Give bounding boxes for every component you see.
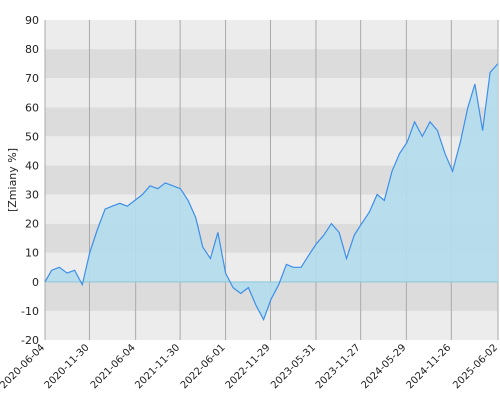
grid-band bbox=[45, 49, 498, 79]
y-tick-label: 0 bbox=[32, 276, 39, 289]
grid-band bbox=[45, 107, 498, 137]
y-tick-label: -20 bbox=[21, 334, 39, 347]
line bbox=[44, 63, 499, 322]
x-tick-label: 2022-11-29 bbox=[224, 342, 273, 391]
x-tick-label: 2021-06-04 bbox=[89, 342, 138, 391]
y-tick-label: 20 bbox=[25, 218, 39, 231]
x-tick-label: 2024-05-29 bbox=[360, 342, 409, 391]
x-tick-label: 2021-11-30 bbox=[133, 342, 182, 391]
grid-band bbox=[45, 310, 498, 340]
x-tick-label: 2023-11-27 bbox=[314, 342, 363, 391]
grid-band bbox=[45, 20, 498, 50]
y-axis-label: [Zmiany %] bbox=[6, 148, 19, 212]
y-tick-label: 70 bbox=[25, 72, 39, 85]
y-tick-label: 50 bbox=[25, 130, 39, 143]
x-tick-label: 2020-11-30 bbox=[43, 342, 92, 391]
y-tick-label: 30 bbox=[25, 189, 39, 202]
y-tick-label: -10 bbox=[21, 305, 39, 318]
y-tick-label: 60 bbox=[25, 101, 39, 114]
y-tick-label: 40 bbox=[25, 159, 39, 172]
x-tick-label: 2025-06-02 bbox=[451, 342, 500, 391]
x-tick-label: 2023-05-31 bbox=[269, 342, 318, 391]
x-tick-label: 2022-06-01 bbox=[179, 342, 228, 391]
y-tick-label: 80 bbox=[25, 43, 39, 56]
area bbox=[45, 63, 498, 320]
y-tick-label: 90 bbox=[25, 14, 39, 27]
grid-band bbox=[45, 78, 498, 108]
x-tick-label: 2020-06-04 bbox=[0, 342, 47, 391]
y-tick-label: 10 bbox=[25, 247, 39, 260]
x-tick-label: 2024-11-26 bbox=[405, 342, 454, 391]
